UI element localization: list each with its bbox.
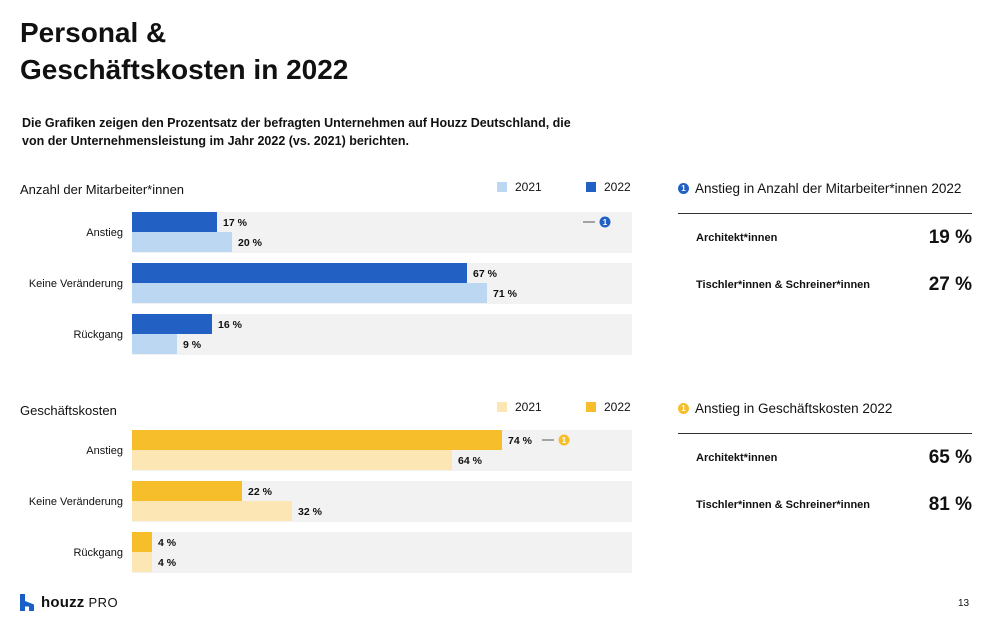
category-label: Rückgang	[73, 547, 123, 559]
title-line-1: Personal &	[20, 17, 167, 48]
side-row-carpenters: Tischler*innen & Schreiner*innen 81 %	[678, 481, 972, 528]
side-row-carpenters: Tischler*innen & Schreiner*innen 27 %	[678, 261, 972, 308]
data-label-2021: 32 %	[298, 506, 323, 518]
bar-2021	[132, 501, 292, 521]
side-panel-heading: 1 Anstieg in Anzahl der Mitarbeiter*inne…	[678, 178, 972, 198]
legend-label-2022: 2022	[604, 180, 631, 194]
side-panel-business-costs: 1 Anstieg in Geschäftskosten 2022 Archit…	[678, 398, 972, 528]
chart-2-legend-2021: 2021	[497, 400, 542, 414]
category-label: Anstieg	[86, 227, 123, 239]
side-row-architects: Architekt*innen 19 %	[678, 214, 972, 261]
category-label: Rückgang	[73, 329, 123, 341]
callout-badge-icon: 1	[678, 402, 689, 414]
bar-2022	[132, 263, 467, 283]
houzz-logo-icon	[20, 594, 34, 611]
side-row-label: Tischler*innen & Schreiner*innen	[696, 278, 871, 291]
page-subtitle: Die Grafiken zeigen den Prozentsatz der …	[22, 116, 571, 148]
legend-swatch-2021	[497, 402, 507, 412]
divider	[678, 433, 972, 434]
bar-2022	[132, 314, 212, 334]
bar-2021	[132, 283, 487, 303]
page-title: Personal & Geschäftskosten in 2022	[20, 14, 348, 88]
chart-1-legend-2022: 2022	[586, 180, 631, 194]
side-row-value: 65 %	[928, 446, 972, 468]
side-row-label: Tischler*innen & Schreiner*innen	[696, 498, 871, 511]
row-background	[132, 532, 632, 573]
data-label-2022: 17 %	[223, 217, 248, 229]
bar-2022	[132, 481, 242, 501]
side-panel-heading: 1 Anstieg in Geschäftskosten 2022	[678, 398, 972, 418]
bar-2021	[132, 232, 232, 252]
side-row-value: 27 %	[928, 273, 972, 295]
side-row-label: Architekt*innen	[696, 451, 778, 464]
data-label-2022: 4 %	[158, 537, 177, 549]
houzz-pro-logo: houzz PRO	[20, 594, 118, 611]
chart-2-business-costs: Anstieg 74 % 1 64 % Keine Veränderung 22 % 32 …	[29, 430, 632, 573]
legend-swatch-2021	[497, 182, 507, 192]
bar-2021	[132, 334, 177, 354]
callout-badge-icon	[599, 216, 611, 228]
bar-2022	[132, 430, 502, 450]
category-label: Keine Veränderung	[29, 278, 123, 290]
side-panel-employees: 1 Anstieg in Anzahl der Mitarbeiter*inne…	[678, 178, 972, 308]
legend-swatch-2022	[586, 182, 596, 192]
logo-suffix: PRO	[88, 595, 119, 610]
callout-badge-number: 1	[603, 218, 608, 227]
chart-2-legend-2022: 2022	[586, 400, 631, 414]
bar-2021	[132, 552, 152, 572]
bar-2022	[132, 532, 152, 552]
legend-label-2021: 2021	[515, 400, 542, 414]
side-row-value: 19 %	[928, 226, 972, 248]
divider	[678, 213, 972, 214]
page-number: 13	[958, 598, 970, 609]
bar-2022	[132, 212, 217, 232]
data-label-2022: 67 %	[473, 268, 498, 280]
legend-swatch-2022	[586, 402, 596, 412]
legend-label-2022: 2022	[604, 400, 631, 414]
bar-2021	[132, 450, 452, 470]
legend-label-2021: 2021	[515, 180, 542, 194]
side-row-architects: Architekt*innen 65 %	[678, 434, 972, 481]
chart-2-title: Geschäftskosten	[20, 403, 117, 418]
side-row-label: Architekt*innen	[696, 231, 778, 244]
chart-1-title: Anzahl der Mitarbeiter*innen	[20, 182, 185, 197]
logo-brand: houzz	[41, 594, 85, 611]
category-label: Anstieg	[86, 445, 123, 457]
chart-1-legend-2021: 2021	[497, 180, 542, 194]
side-panel-heading-text: Anstieg in Anzahl der Mitarbeiter*innen …	[695, 180, 962, 196]
data-label-2021: 9 %	[183, 339, 202, 351]
side-row-value: 81 %	[928, 493, 972, 515]
data-label-2021: 64 %	[458, 455, 483, 467]
callout-badge-number: 1	[562, 436, 567, 445]
data-label-2022: 22 %	[248, 486, 273, 498]
data-label-2022: 74 %	[508, 435, 533, 447]
chart-1-employees: Anstieg 17 % 1 20 % Keine Veränderung 67 % 71 …	[29, 212, 632, 355]
callout-badge-icon: 1	[678, 182, 689, 194]
row-background	[132, 314, 632, 355]
title-line-2: Geschäftskosten in 2022	[20, 54, 349, 85]
side-panel-heading-text: Anstieg in Geschäftskosten 2022	[695, 400, 893, 416]
data-label-2022: 16 %	[218, 319, 243, 331]
callout-badge-icon	[558, 434, 570, 446]
data-label-2021: 71 %	[493, 288, 518, 300]
data-label-2021: 20 %	[238, 237, 263, 249]
data-label-2021: 4 %	[158, 557, 177, 569]
category-label: Keine Veränderung	[29, 496, 123, 508]
